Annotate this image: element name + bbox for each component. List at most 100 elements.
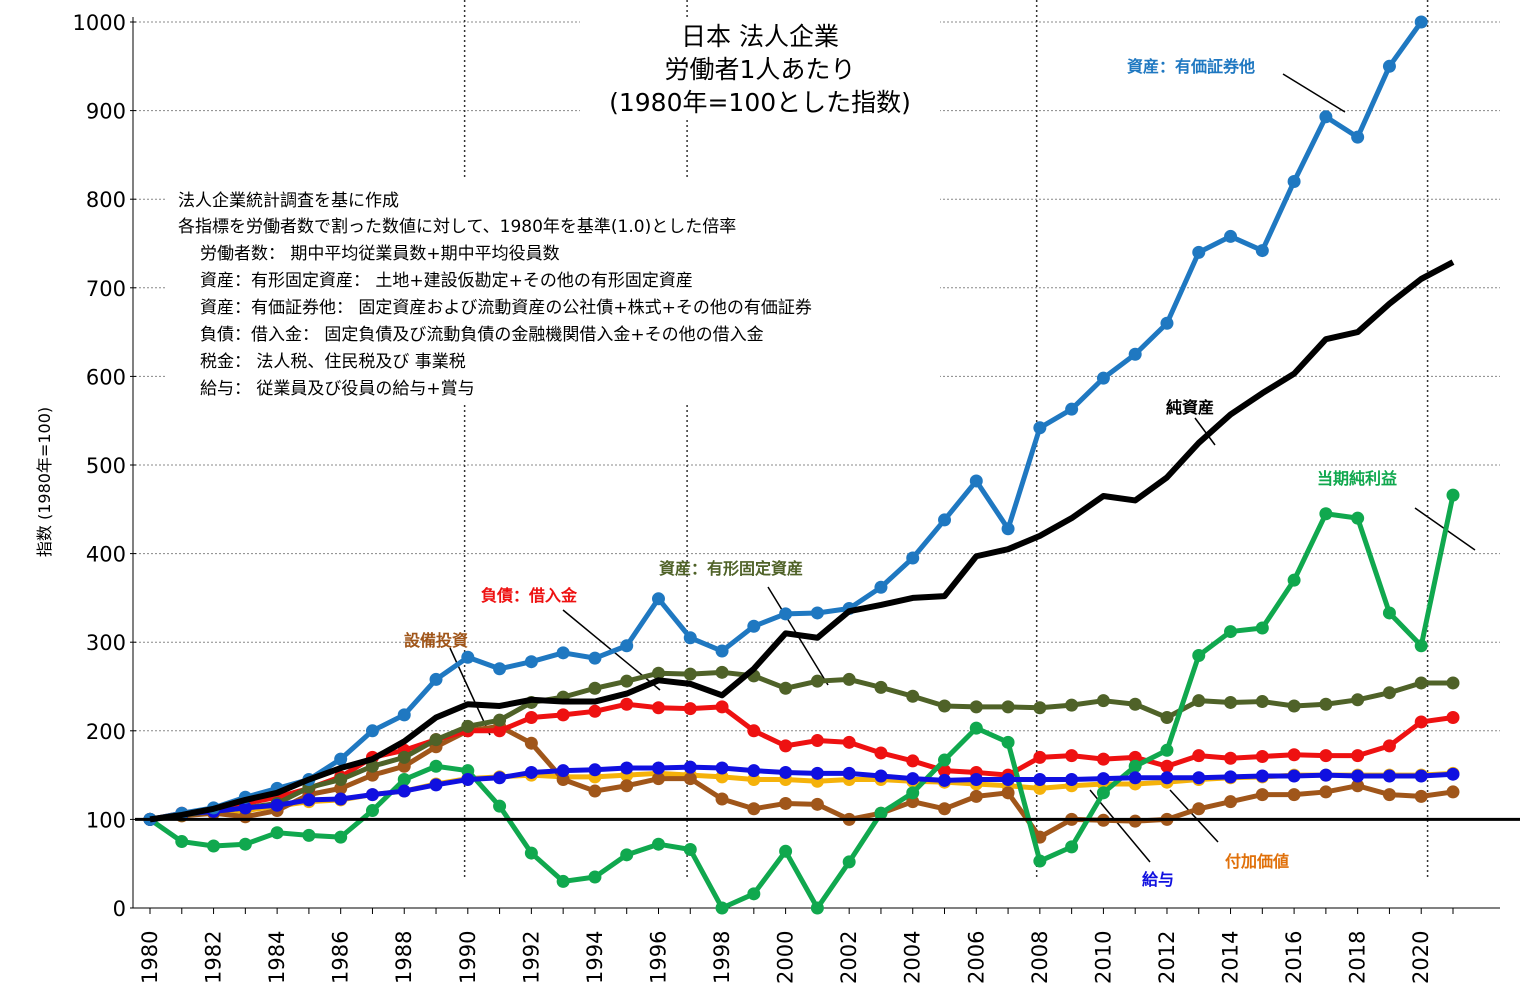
data-point-net-income-2003 <box>874 806 888 820</box>
data-point-capex-1992 <box>524 736 538 750</box>
series-securities <box>143 15 1428 826</box>
data-point-borrowings-2017 <box>1319 749 1333 763</box>
data-point-fixed-assets-1996 <box>651 666 665 680</box>
data-point-fixed-assets-2001 <box>810 674 824 688</box>
data-point-salary-1995 <box>620 761 634 775</box>
data-point-fixed-assets-1997 <box>683 667 697 681</box>
data-point-salary-2005 <box>938 773 952 787</box>
data-point-borrowings-2005 <box>938 764 952 778</box>
data-point-net-income-1983 <box>238 837 252 851</box>
data-point-securities-1998 <box>715 644 729 658</box>
data-point-net-income-2000 <box>779 844 793 858</box>
data-point-securities-2013 <box>1192 245 1206 259</box>
notes-box <box>165 178 940 402</box>
data-point-fixed-assets-2003 <box>874 680 888 694</box>
data-point-salary-2004 <box>906 772 920 786</box>
data-point-salary-1988 <box>397 784 411 798</box>
data-point-salary-1983 <box>238 801 252 815</box>
data-point-capex-1994 <box>588 784 602 798</box>
x-tick-label-1986: 1986 <box>329 931 353 984</box>
x-tick-label-2010: 2010 <box>1091 931 1115 984</box>
data-point-salary-2015 <box>1255 769 1269 783</box>
data-point-net-income-1985 <box>302 828 316 842</box>
data-point-capex-1996 <box>651 772 665 786</box>
data-point-securities-2018 <box>1351 130 1365 144</box>
series-label-borrowings: 負債：借入金 <box>481 586 578 605</box>
data-point-net-income-1998 <box>715 901 729 915</box>
y-tick-label-0: 0 <box>113 897 126 921</box>
data-point-net-income-1999 <box>747 887 761 901</box>
series-label-securities: 資産：有価証券他 <box>1127 57 1256 76</box>
data-point-net-income-2010 <box>1096 786 1110 800</box>
data-point-capex-2015 <box>1255 788 1269 802</box>
data-point-borrowings-2013 <box>1192 749 1206 763</box>
data-point-capex-2019 <box>1382 788 1396 802</box>
data-point-fixed-assets-1998 <box>715 665 729 679</box>
series-label-capex: 設備投資 <box>404 631 469 650</box>
data-point-net-income-2005 <box>938 753 952 767</box>
data-point-salary-1984 <box>270 798 284 812</box>
data-point-salary-1986 <box>334 792 348 806</box>
y-axis-label: 指数 (1980年=100) <box>35 406 54 558</box>
data-point-borrowings-2012 <box>1160 759 1174 773</box>
data-point-securities-2008 <box>1033 421 1047 435</box>
data-point-borrowings-2018 <box>1351 749 1365 763</box>
data-point-borrowings-2001 <box>810 734 824 748</box>
data-point-borrowings-2016 <box>1287 748 1301 762</box>
data-point-securities-2011 <box>1128 347 1142 361</box>
data-point-securities-1989 <box>429 672 443 686</box>
series-fixed-assets <box>143 665 1460 826</box>
series-label-net-income: 当期純利益 <box>1317 469 1398 488</box>
data-point-capex-2005 <box>938 802 952 816</box>
data-point-borrowings-2004 <box>906 754 920 768</box>
data-point-net-income-2009 <box>1065 840 1079 854</box>
x-tick-label-2020: 2020 <box>1409 931 1433 984</box>
y-tick-label-500: 500 <box>86 454 126 478</box>
data-point-borrowings-1991 <box>493 724 507 738</box>
data-point-capex-2007 <box>1001 786 1015 800</box>
data-point-salary-2010 <box>1096 772 1110 786</box>
data-point-salary-2001 <box>810 766 824 780</box>
data-point-salary-2003 <box>874 769 888 783</box>
data-point-securities-2006 <box>969 474 983 488</box>
x-tick-label-1996: 1996 <box>646 931 670 984</box>
data-point-net-income-1986 <box>334 830 348 844</box>
data-point-net-income-2015 <box>1255 621 1269 635</box>
data-point-net-income-2011 <box>1128 759 1142 773</box>
data-point-salary-2019 <box>1382 769 1396 783</box>
series-line-net-assets <box>149 259 1455 823</box>
data-point-salary-2013 <box>1192 771 1206 785</box>
y-tick-label-700: 700 <box>86 277 126 301</box>
data-point-net-income-1994 <box>588 870 602 884</box>
y-tick-label-200: 200 <box>86 720 126 744</box>
data-point-fixed-assets-1989 <box>429 733 443 747</box>
x-tick-label-2016: 2016 <box>1282 931 1306 984</box>
data-point-fixed-assets-2005 <box>938 699 952 713</box>
x-tick-label-2004: 2004 <box>901 931 925 984</box>
x-tick-label-1992: 1992 <box>519 931 543 984</box>
data-point-net-income-2016 <box>1287 573 1301 587</box>
data-point-salary-1993 <box>556 764 570 778</box>
data-point-borrowings-2000 <box>779 739 793 753</box>
data-point-fixed-assets-2014 <box>1224 695 1238 709</box>
data-point-capex-2021 <box>1446 785 1460 799</box>
data-point-net-income-1987 <box>365 804 379 818</box>
x-tick-label-2006: 2006 <box>964 931 988 984</box>
data-point-salary-1991 <box>493 771 507 785</box>
data-point-salary-2008 <box>1033 773 1047 787</box>
data-point-capex-2017 <box>1319 785 1333 799</box>
data-point-capex-2011 <box>1128 814 1142 828</box>
data-point-net-income-2002 <box>842 855 856 869</box>
data-point-net-income-1988 <box>397 773 411 787</box>
data-point-salary-2018 <box>1351 769 1365 783</box>
x-tick-label-1994: 1994 <box>583 931 607 984</box>
x-tick-label-1984: 1984 <box>265 931 289 984</box>
data-point-securities-1996 <box>651 592 665 606</box>
y-tick-label-400: 400 <box>86 543 126 567</box>
data-point-securities-1988 <box>397 708 411 722</box>
data-point-salary-2017 <box>1319 768 1333 782</box>
data-point-securities-1994 <box>588 651 602 665</box>
data-point-borrowings-2002 <box>842 735 856 749</box>
data-point-securities-2014 <box>1224 229 1238 243</box>
